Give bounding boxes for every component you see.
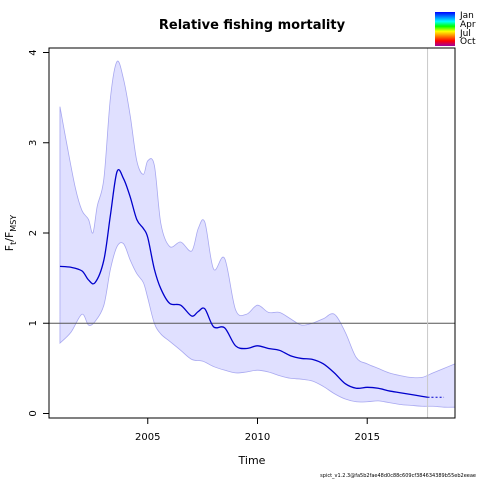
x-axis-label: Time bbox=[238, 454, 266, 467]
y-axis-label: Ft/FMSY bbox=[3, 215, 18, 251]
x-axis: 2005 2010 2015 bbox=[135, 418, 380, 443]
x-tick-label-2005: 2005 bbox=[135, 432, 160, 443]
y-tick-label-2: 2 bbox=[28, 230, 39, 236]
version-footnote: spict_v1.2.3@fa5b2fae48d0c88c609cf384634… bbox=[320, 473, 476, 479]
x-tick-label-2010: 2010 bbox=[245, 432, 270, 443]
legend-color-bar bbox=[435, 12, 455, 46]
y-tick-label-4: 4 bbox=[28, 49, 39, 55]
legend-label-apr: Apr bbox=[460, 20, 476, 30]
legend-label-oct: Oct bbox=[460, 37, 476, 47]
y-tick-label-3: 3 bbox=[28, 140, 39, 146]
legend-label-jul: Jul bbox=[459, 29, 471, 39]
season-legend: Jan Apr Jul Oct bbox=[435, 11, 476, 47]
legend-label-jan: Jan bbox=[459, 11, 474, 21]
x-tick-label-2015: 2015 bbox=[354, 432, 379, 443]
y-axis: 0 1 2 3 4 bbox=[28, 49, 49, 417]
estimate-line bbox=[59, 168, 428, 398]
chart-title: Relative fishing mortality bbox=[159, 18, 346, 33]
confidence-band bbox=[59, 60, 455, 408]
y-tick-label-0: 0 bbox=[28, 410, 39, 416]
y-tick-label-1: 1 bbox=[28, 320, 39, 326]
